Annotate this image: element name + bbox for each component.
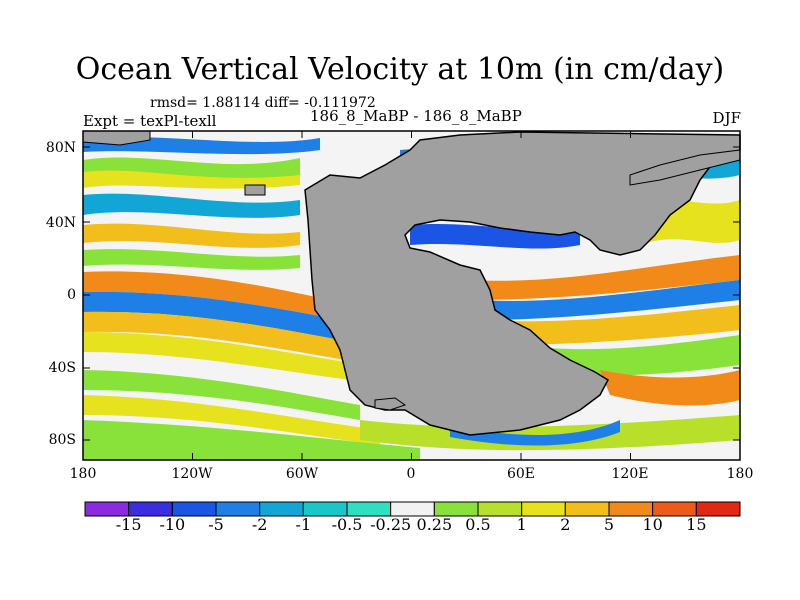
experiment-label: Expt = texPl-texll (83, 112, 217, 130)
lat-label: 80N (45, 140, 76, 156)
colorbar-label: -10 (159, 515, 186, 534)
colorbar-label: 2 (560, 515, 571, 534)
lat-label: 40N (45, 215, 76, 231)
rmsd-diff-stats: rmsd= 1.88114 diff= -0.111972 (150, 95, 376, 111)
lon-label: 180 (69, 466, 97, 482)
colorbar-label: 0.5 (465, 515, 491, 534)
colorbar-label: -0.25 (370, 515, 412, 534)
colorbar-label: 1 (516, 515, 527, 534)
colorbar-label: 5 (603, 515, 615, 534)
colorbar-label: -2 (251, 515, 268, 534)
field-band (600, 370, 740, 406)
field-band (480, 280, 740, 320)
land-mass (244, 184, 266, 196)
field-band (83, 223, 300, 248)
lon-label: 60W (285, 466, 319, 482)
lat-label: 0 (67, 287, 76, 303)
field-band (83, 370, 360, 420)
lat-label: 40S (48, 360, 76, 376)
field-band (83, 271, 330, 318)
field-band (83, 332, 350, 380)
lon-label: 120E (611, 466, 649, 482)
field-band (490, 305, 740, 345)
colorbar-label: 0.25 (416, 515, 453, 534)
season-label: DJF (712, 109, 741, 127)
colorbar-label: 10 (642, 515, 663, 534)
lon-label: 180 (726, 466, 754, 482)
field-band (83, 249, 300, 270)
field-band (360, 415, 740, 451)
field-band (83, 170, 300, 189)
map-title: Ocean Vertical Velocity at 10m (in cm/da… (75, 52, 725, 87)
field-band (83, 395, 380, 445)
field-band (83, 420, 420, 460)
field-band (83, 311, 345, 360)
lon-label: 120W (171, 466, 213, 482)
field-band (450, 420, 620, 446)
field-band (83, 193, 300, 218)
colorbar-label: -0.5 (331, 515, 363, 534)
case-names: 186_8_MaBP - 186_8_MaBP (310, 107, 522, 125)
field-band (470, 255, 740, 300)
colorbar-label: -5 (208, 515, 224, 534)
colorbar-label: 15 (686, 515, 707, 534)
land-mass (374, 397, 407, 411)
field-band (83, 291, 340, 340)
colorbar-label: -1 (295, 515, 312, 534)
lon-label: 60E (506, 466, 536, 482)
axis-ticks (82, 131, 741, 460)
lat-label: 80S (48, 432, 76, 448)
colorbar-label: -15 (115, 515, 142, 534)
lon-label: 0 (406, 466, 416, 482)
